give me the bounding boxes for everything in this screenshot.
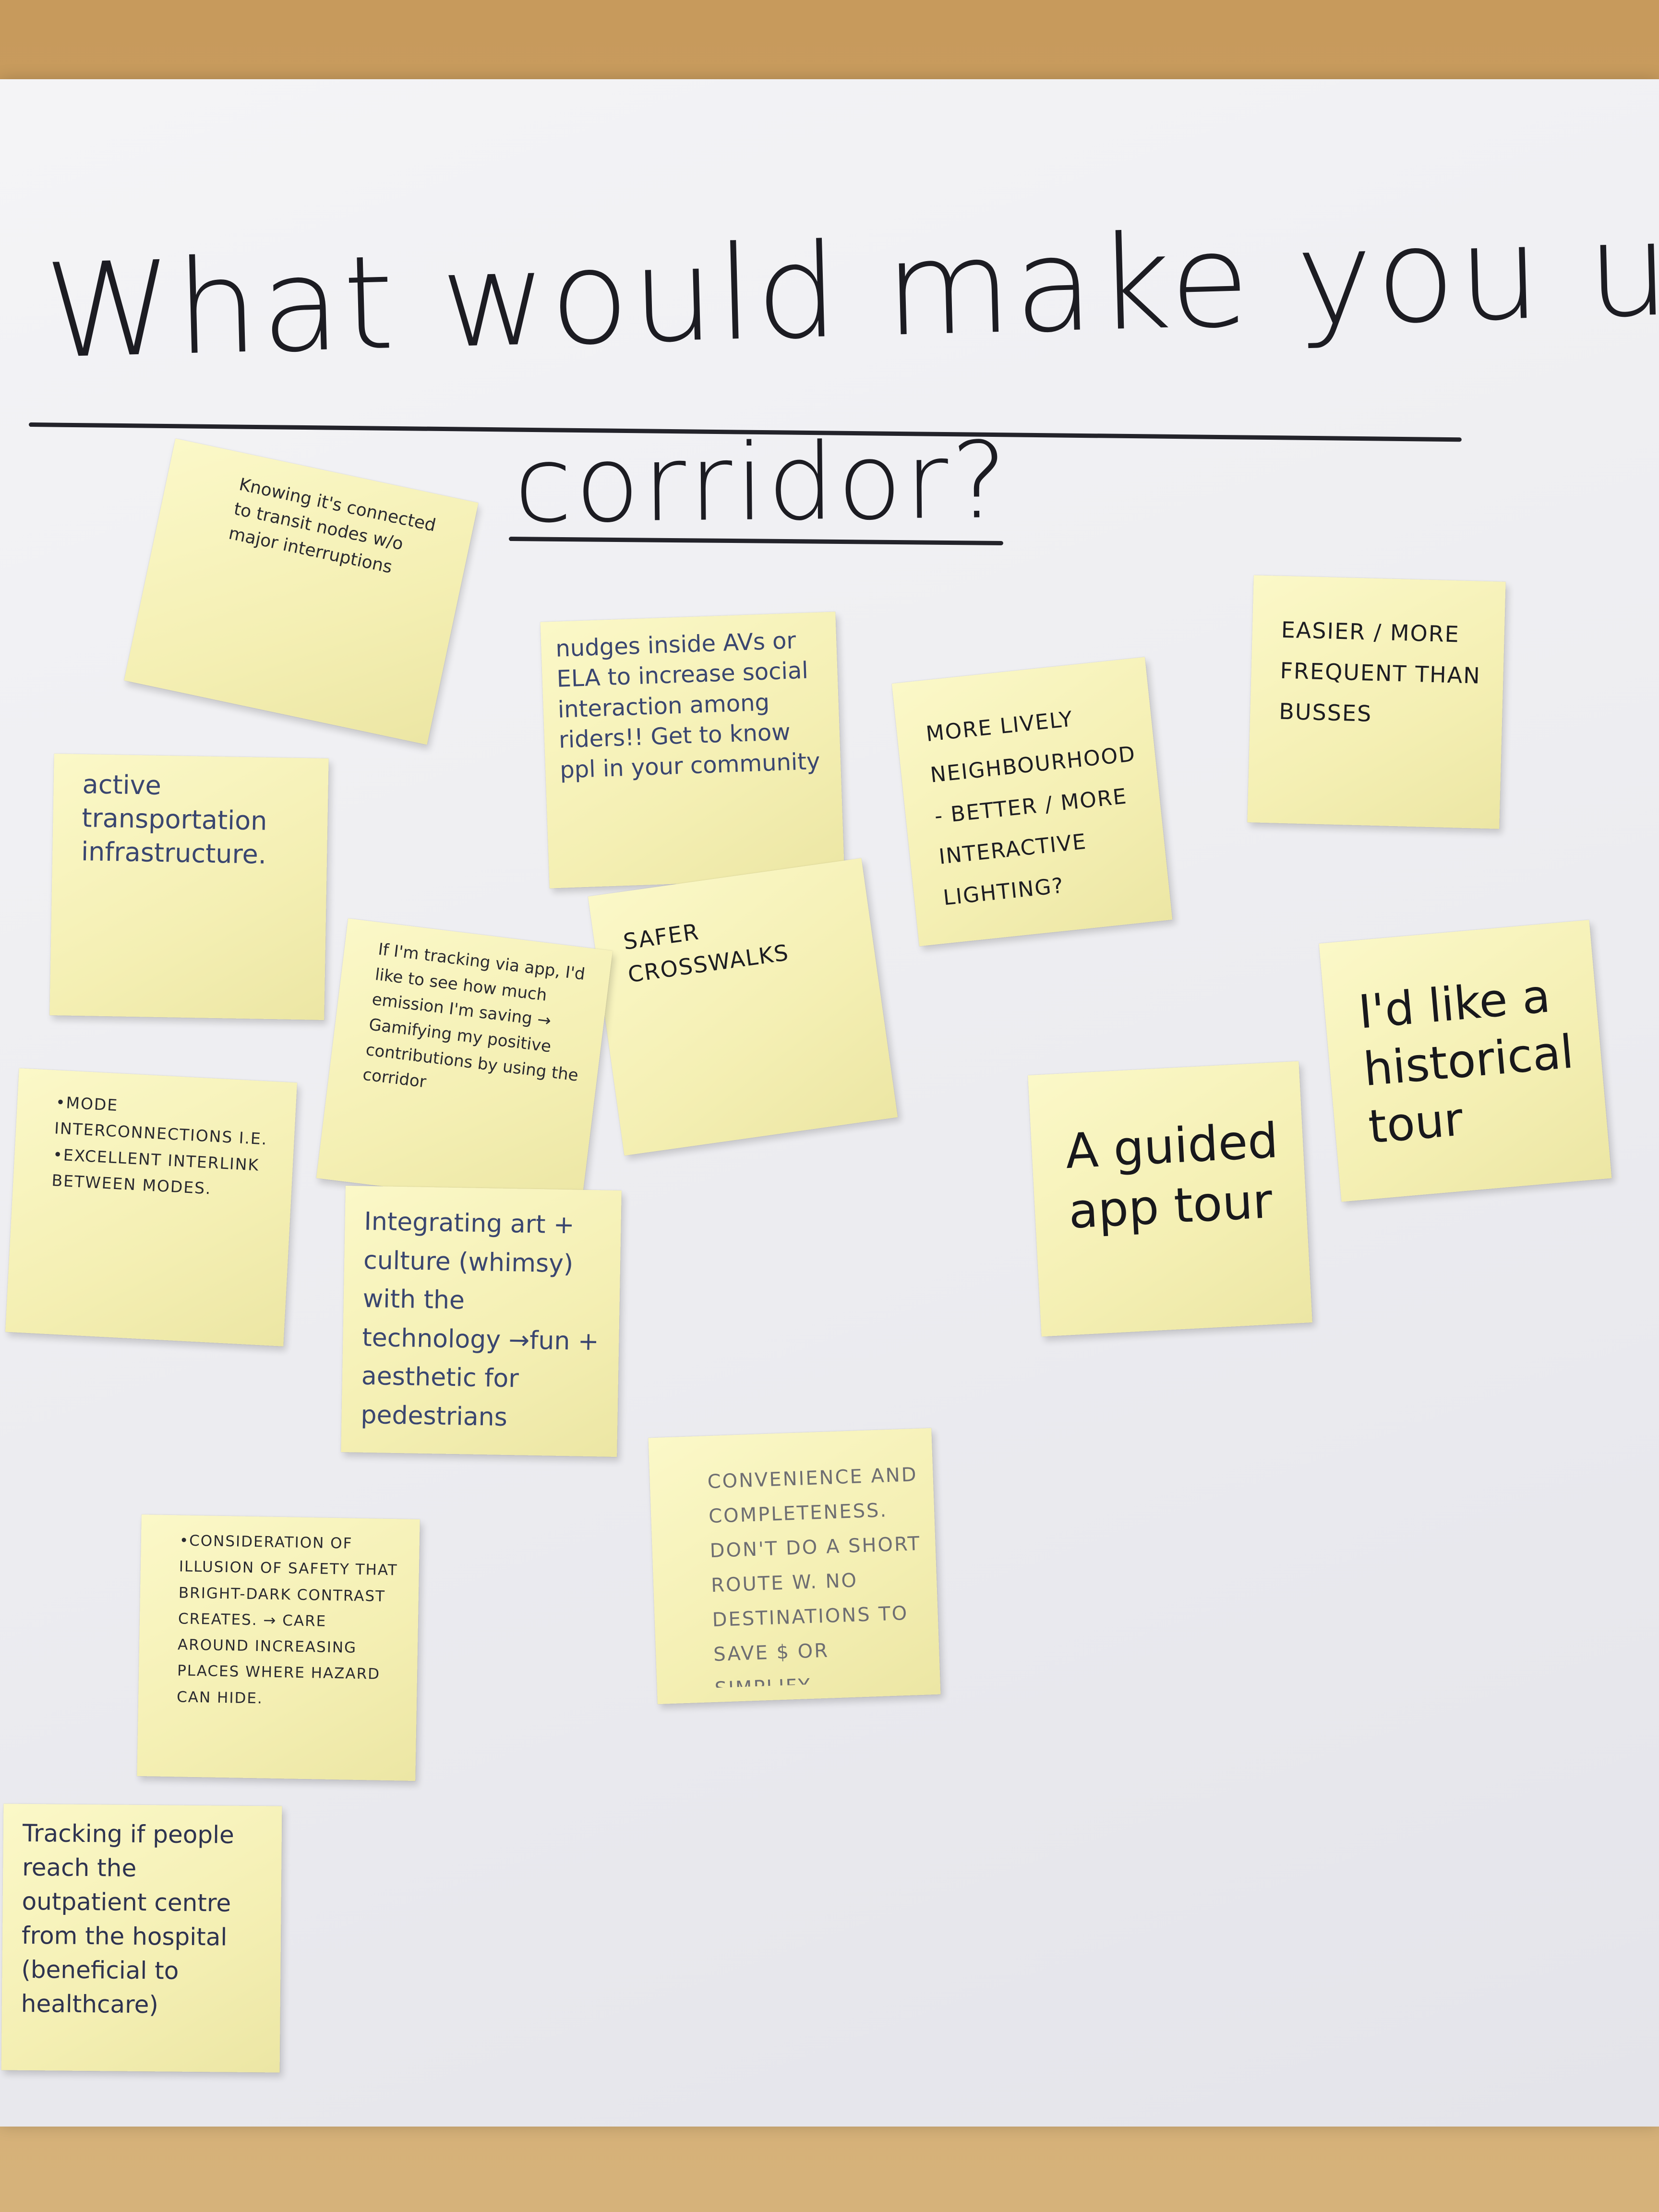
sticky-note-mode-interconnections: •MODE INTERCONNECTIONS I.E. •EXCELLENT I… xyxy=(5,1068,297,1346)
sticky-note-convenience-completeness: CONVENIENCE AND COMPLETENESS. DON'T DO A… xyxy=(648,1428,941,1705)
sticky-note-text: MORE LIVELY NEIGHBOURHOOD - BETTER / MOR… xyxy=(925,707,1137,911)
sticky-note-lively-neighbourhood: MORE LIVELY NEIGHBOURHOOD - BETTER / MOR… xyxy=(891,657,1173,947)
sticky-note-text: Tracking if people reach the outpatient … xyxy=(21,1819,235,2019)
sticky-note-historical-tour: I'd like a historical tour xyxy=(1319,920,1612,1202)
sticky-note-text: •CONSIDERATION OF ILLUSION OF SAFETY THA… xyxy=(176,1532,398,1707)
sticky-note-text: If I'm tracking via app, I'd like to see… xyxy=(361,939,586,1092)
sticky-note-guided-app-tour: A guided app tour xyxy=(1028,1061,1312,1337)
sticky-note-text: •MODE INTERCONNECTIONS I.E. •EXCELLENT I… xyxy=(51,1093,268,1198)
sticky-note-text: active transportation infrastructure. xyxy=(81,769,268,870)
sticky-note-art-culture: Integrating art + culture (whimsy) with … xyxy=(341,1186,622,1457)
sticky-note-outpatient-tracking: Tracking if people reach the outpatient … xyxy=(1,1803,282,2073)
sticky-note-text: CONVENIENCE AND COMPLETENESS. DON'T DO A… xyxy=(707,1463,922,1688)
sticky-note-text: A guided app tour xyxy=(1064,1112,1280,1240)
sticky-note-text: SAFER CROSSWALKS xyxy=(622,918,791,988)
sticky-note-text: EASIER / MORE FREQUENT THAN BUSSES xyxy=(1278,616,1481,727)
sticky-note-text: I'd like a historical tour xyxy=(1356,969,1576,1154)
sticky-note-active-transportation: active transportation infrastructure. xyxy=(49,754,329,1020)
sticky-note-social-nudges: nudges inside AVs or ELA to increase soc… xyxy=(540,612,845,889)
sticky-note-safer-crosswalks: SAFER CROSSWALKS xyxy=(588,858,898,1156)
sticky-note-text: nudges inside AVs or ELA to increase soc… xyxy=(555,627,821,784)
sticky-note-easier-than-busses: EASIER / MORE FREQUENT THAN BUSSES xyxy=(1247,575,1506,829)
board-heading-line2: corridor? xyxy=(513,419,1011,546)
sticky-note-text: Integrating art + culture (whimsy) with … xyxy=(361,1207,599,1432)
sticky-note-illusion-of-safety: •CONSIDERATION OF ILLUSION OF SAFETY THA… xyxy=(137,1514,420,1781)
sticky-note-emission-tracking: If I'm tracking via app, I'd like to see… xyxy=(316,918,613,1211)
